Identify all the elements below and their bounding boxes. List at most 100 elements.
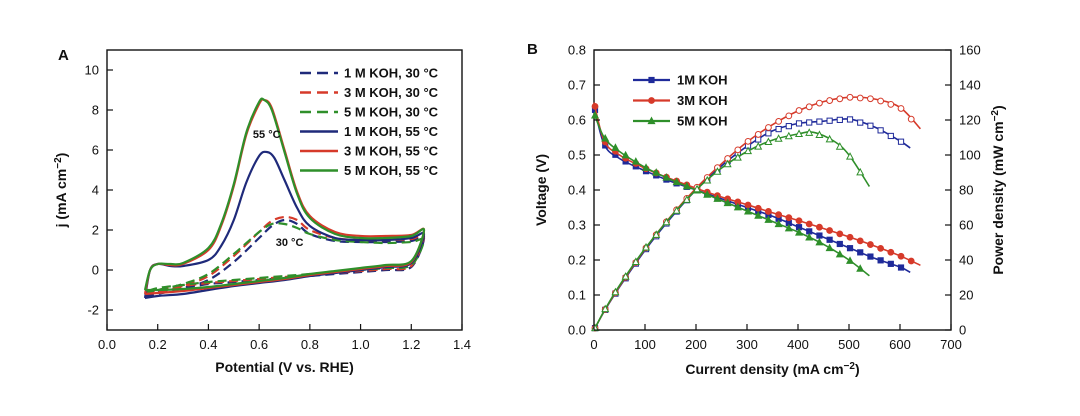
panel-a-y-tick-label: 10 [85,63,99,78]
panel-a-series-line-6 [143,97,426,292]
panel-b-power-point [794,129,804,137]
panel-b-power-point [775,118,783,125]
panel-b-y-tick-label: 0.8 [568,43,586,58]
panel-a-x-tick-label: 1.4 [453,337,471,352]
panel-b-voltage-point [846,245,854,252]
panel-b-power-point [672,206,681,214]
panel-b-y2-tick-label: 0 [959,323,966,338]
panel-b: B 0 100 200 300 400 500 600 7000.00.10.20.30.40… [527,41,1006,377]
panel-b-voltage-point [835,249,844,258]
panel-b-voltage-point [816,223,823,231]
panel-b-voltage-point [816,232,823,239]
panel-b-voltage-point [774,219,783,228]
panel-a-x-axis-label: Potential (V vs. RHE) [215,359,353,375]
panel-b-power-point [754,142,763,150]
panel-b-power-point [765,130,772,137]
panel-b-legend-marker [648,97,655,104]
panel-b-voltage-point [601,133,610,142]
panel-b-power-point [887,132,894,140]
panel-a-x-tick-label: 0.2 [149,337,167,352]
panel-b-power-point [836,95,844,103]
panel-b-power-point [826,117,833,124]
panel-b-power-point [835,142,844,150]
panel-b-voltage-point [856,237,864,245]
panel-b-voltage-point [815,237,824,246]
panel-b-y2-tick-label: 80 [959,183,973,198]
panel-b-power-point [826,97,834,104]
panel-b-power-point [662,217,671,226]
panel-b-power-point [733,153,742,161]
panel-a-x-tick-label: 1.2 [402,337,420,352]
panel-a-legend-label: 5 M KOH, 30 °C [344,105,439,120]
panel-b-power-point [713,167,722,175]
panel-b-power-point [877,97,885,105]
panel-a-y-tick-label: 6 [92,143,99,158]
panel-b-voltage-point [805,232,814,241]
panel-b-power-point [652,230,661,238]
panel-b-voltage-point [723,198,732,207]
panel-b-label: B [527,41,538,58]
panel-b-y2-tick-label: 120 [959,113,981,128]
panel-b-voltage-line-1 [593,105,911,274]
panel-b-y2-tick-label: 20 [959,288,973,303]
panel-a-series-line-1 [144,218,426,298]
panel-b-voltage-point [795,217,803,225]
panel-a-label: A [58,47,69,64]
panel-b-y-tick-label: 0.6 [568,113,586,128]
panel-b-voltage-point [836,230,844,238]
panel-b-power-point [785,123,792,130]
panel-b-voltage-point [682,181,691,190]
panel-b-power-point [795,107,803,114]
panel-b-voltage-point [887,248,895,256]
panel-b-voltage-point [703,190,712,198]
panel-b-x-tick-label: 200 [685,337,707,352]
panel-b-power-point [611,287,620,296]
panel-b-power-point [682,195,691,203]
panel-b-voltage-point [784,223,793,232]
panel-a-y-tick-label: 2 [92,223,99,238]
panel-b-power-point [754,131,762,138]
panel-b-y2-tick-label: 100 [959,148,981,163]
panel-a-y-tick-label: -2 [87,303,99,318]
panel-b-voltage-point [775,211,783,218]
panel-b-power-point [897,138,905,145]
panel-b-voltage-point [856,264,865,272]
panel-b-legend-label: 3M KOH [677,93,728,108]
panel-b-voltage-point [826,236,833,243]
panel-b-x-tick-label: 600 [889,337,911,352]
panel-b-legend-label: 5M KOH [677,114,728,129]
panel-b-power-point [846,116,854,123]
panel-b-voltage-point [641,163,651,171]
panel-b-x-tick-label: 500 [838,337,860,352]
panel-b-y2-axis-label: Power density (mW cm−2) [990,105,1006,274]
panel-a-series-line-3 [144,222,426,294]
panel-b-voltage-line-3 [593,112,870,277]
panel-b-y-tick-label: 0.0 [568,323,586,338]
panel-b-power-point [601,304,610,313]
panel-b-power-point [795,120,803,127]
panel-b-power-point [641,242,651,251]
panel-b-voltage-point [743,206,753,215]
panel-a-y-tick-label: 8 [92,103,99,118]
panel-b-voltage-point [662,173,671,181]
panel-b-voltage-point [785,214,793,222]
panel-b-power-point [621,272,630,280]
panel-b-voltage-point [897,252,905,260]
panel-b-voltage-point [631,157,640,165]
panel-b-power-point [816,118,823,125]
panel-b-power-point [856,167,865,176]
panel-a-legend-label: 1 M KOH, 30 °C [344,66,439,81]
panel-a-legend-label: 5 M KOH, 55 °C [344,163,439,178]
panel-a-x-tick-label: 0.4 [199,337,217,352]
panel-b-x-tick-label: 400 [787,337,809,352]
panel-b-power-point [734,146,742,154]
panel-b-y2-tick-label: 160 [959,43,981,58]
panel-b-y-tick-label: 0.5 [568,148,586,163]
panel-b-power-point [765,124,772,131]
panel-b-power-point [836,116,843,123]
panel-b-frame [593,49,952,331]
panel-b-x-tick-label: 100 [634,337,656,352]
panel-b-y-tick-label: 0.4 [568,183,586,198]
panel-a-legend-label: 1 M KOH, 55 °C [344,124,439,139]
panel-a-annotation-2: 30 °C [276,237,304,249]
